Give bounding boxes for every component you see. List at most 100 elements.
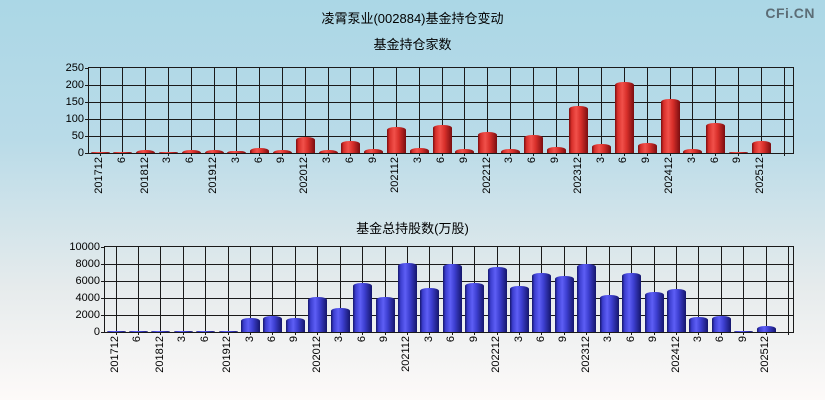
- x-tick-label: 3: [176, 336, 189, 343]
- v-gridline: [509, 68, 511, 153]
- x-tick-label: 6: [131, 336, 144, 343]
- x-axis-tick: [160, 332, 162, 335]
- x-tick-label: 6: [445, 336, 458, 343]
- x-axis-tick: [395, 153, 397, 156]
- x-tick-label: 6: [115, 157, 128, 164]
- x-tick-label: 9: [736, 336, 749, 343]
- y-tick-label: 100: [65, 113, 84, 125]
- v-gridline: [236, 68, 238, 153]
- x-tick-label: 202312: [571, 157, 584, 194]
- bar: [532, 273, 552, 332]
- bar: [751, 141, 771, 153]
- y-axis-tick: [101, 314, 105, 316]
- plot-area-total-shares: 0 2000 4000 6000 8000 10000 201712 6 201812 3 6 201…: [69, 241, 794, 373]
- bar: [285, 317, 305, 332]
- x-tick-label: 6: [617, 157, 630, 164]
- x-tick-label: 201912: [207, 157, 219, 194]
- y-axis-tick: [101, 331, 105, 333]
- v-gridline: [384, 247, 386, 332]
- bar: [375, 297, 395, 332]
- y-axis-tick: [101, 246, 105, 248]
- x-axis-tick: [451, 332, 453, 335]
- bar: [113, 151, 133, 153]
- bar: [330, 308, 350, 332]
- x-tick-label: 3: [503, 157, 516, 164]
- x-axis-tick: [213, 153, 215, 156]
- y-tick-label: 50: [71, 130, 84, 142]
- bar: [158, 151, 178, 153]
- bar: [577, 263, 597, 332]
- v-gridline: [167, 68, 169, 153]
- v-gridline: [395, 68, 397, 153]
- bar: [660, 99, 680, 153]
- x-axis-tick: [236, 153, 238, 156]
- x-tick-label: 3: [243, 336, 256, 343]
- v-gridline: [783, 68, 785, 153]
- x-tick-label: 6: [343, 157, 356, 164]
- bar: [734, 330, 754, 332]
- v-gridline: [532, 68, 534, 153]
- bar: [250, 148, 270, 153]
- x-tick-label: 202412: [663, 157, 675, 194]
- x-axis-tick: [586, 332, 588, 335]
- x-axis-tick: [327, 153, 329, 156]
- bar: [241, 317, 261, 332]
- bar: [569, 106, 589, 153]
- bar: [756, 325, 776, 332]
- bar: [409, 147, 429, 153]
- x-tick-label: 202212: [490, 336, 503, 373]
- x-axis-tick: [406, 332, 408, 335]
- x-tick-label: 9: [288, 336, 301, 343]
- x-axis-tick: [137, 332, 139, 335]
- x-axis-tick: [259, 153, 261, 156]
- bar: [478, 131, 498, 153]
- y-tick-label: 250: [65, 62, 84, 74]
- x-axis-tick: [227, 332, 229, 335]
- x-axis-tick: [122, 153, 124, 156]
- v-gridline: [227, 247, 229, 332]
- y-axis-tick: [85, 101, 89, 103]
- x-axis-tick: [115, 332, 117, 335]
- x-tick-label: 9: [731, 157, 744, 164]
- x-tick-label: 3: [422, 336, 435, 343]
- x-tick-label: 3: [594, 157, 607, 164]
- v-gridline: [698, 247, 700, 332]
- chart-title-total-shares: 基金总持股数(万股): [356, 221, 469, 236]
- y-tick-label: 6000: [75, 275, 100, 287]
- bar: [218, 330, 238, 332]
- plot-area-fund-count: 0 50 100 150 200 250 201712 6 201812 3 6 201912 3 6 9 2…: [66, 62, 794, 194]
- x-tick-label: 202012: [298, 157, 311, 194]
- x-tick-label: 6: [198, 336, 211, 343]
- x-tick-label: 3: [691, 336, 704, 343]
- bar: [90, 151, 110, 153]
- x-axis-tick: [783, 153, 785, 156]
- x-tick-label: 9: [467, 336, 480, 343]
- v-gridline: [304, 68, 306, 153]
- v-gridline: [99, 68, 101, 153]
- x-axis-tick: [205, 332, 207, 335]
- y-tick-label: 0: [93, 326, 100, 338]
- x-tick-label: 202112: [400, 336, 413, 372]
- bar: [136, 149, 156, 153]
- x-tick-label: 6: [265, 336, 278, 343]
- x-tick-label: 3: [229, 157, 242, 164]
- y-axis-tick: [101, 263, 105, 265]
- x-tick-label: 9: [640, 157, 653, 164]
- bar: [173, 330, 193, 332]
- bar: [204, 149, 224, 153]
- v-gridline: [250, 247, 252, 332]
- v-gridline: [743, 247, 745, 332]
- x-tick-label: 3: [512, 336, 525, 343]
- x-tick-label: 201712: [109, 336, 121, 373]
- bar: [420, 287, 440, 332]
- v-gridline: [272, 247, 274, 332]
- bar: [386, 127, 406, 153]
- bar: [397, 263, 417, 332]
- x-axis-tick: [304, 153, 306, 156]
- v-gridline: [259, 68, 261, 153]
- bar: [683, 148, 703, 153]
- x-axis-tick: [623, 153, 625, 156]
- bar: [341, 140, 361, 153]
- bar: [353, 282, 373, 332]
